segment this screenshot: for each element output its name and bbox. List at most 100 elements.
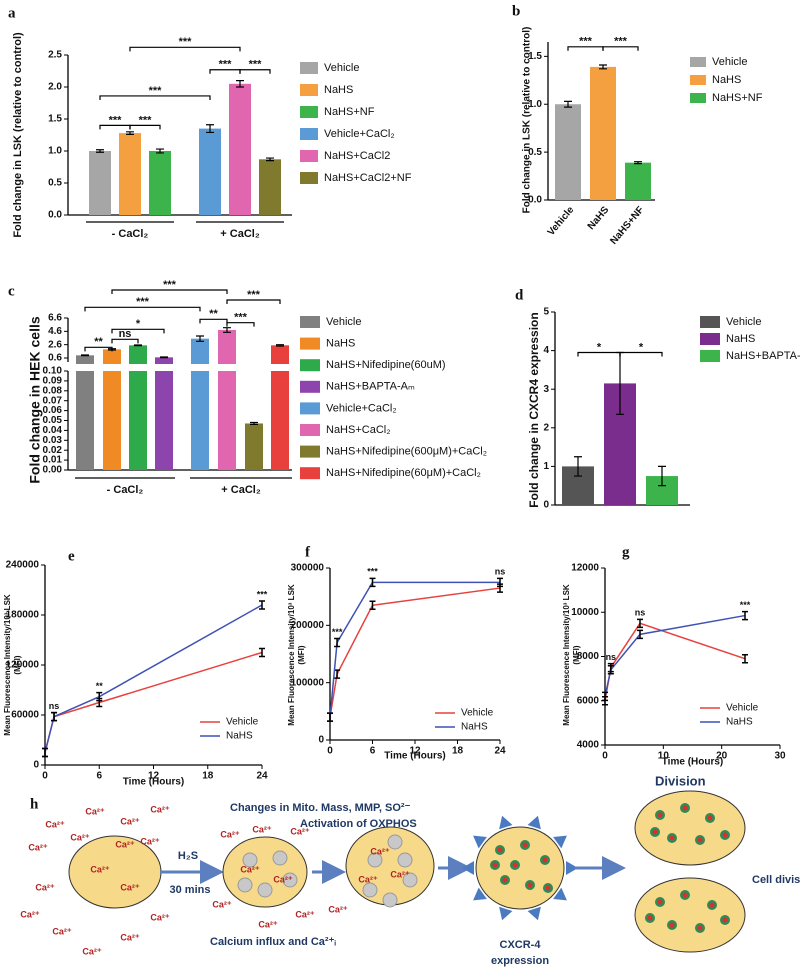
point bbox=[742, 653, 748, 664]
y-tick-label: 0 bbox=[33, 760, 39, 771]
diagram: h H₂S 30 mins Changes in Mito. Mass, MMP… bbox=[20, 790, 800, 967]
error-bar bbox=[160, 356, 168, 359]
ion: Ca²⁺ bbox=[82, 946, 102, 956]
y-tick-label: 0 bbox=[543, 500, 549, 511]
legend-swatch bbox=[300, 62, 318, 74]
mitochondrion bbox=[522, 842, 528, 848]
receptor bbox=[499, 906, 513, 921]
legend-swatch bbox=[300, 402, 320, 415]
y-tick-label: 12000 bbox=[571, 563, 599, 574]
y-axis-label: Fold change in HEK cells bbox=[27, 316, 43, 483]
significance-bracket bbox=[619, 351, 663, 357]
legend-swatch bbox=[300, 467, 320, 480]
mitochondrion bbox=[722, 832, 728, 838]
y-tick-label: 2.0 bbox=[48, 82, 62, 93]
significance-label: ** bbox=[209, 308, 218, 320]
significance-bracket bbox=[111, 328, 165, 334]
y-tick-label: 0.6 bbox=[48, 353, 62, 364]
duration: 30 mins bbox=[170, 884, 211, 896]
y-tick-label: 1.5 bbox=[528, 51, 542, 62]
error-bar bbox=[223, 327, 231, 333]
legend-label: NaHS bbox=[726, 333, 755, 345]
y-tick-label: 8000 bbox=[577, 651, 600, 662]
y-tick-label: 200000 bbox=[291, 620, 325, 631]
point bbox=[51, 711, 58, 722]
bar bbox=[271, 371, 289, 470]
x-axis-label: Time (Hours) bbox=[384, 751, 446, 762]
bar bbox=[245, 423, 263, 470]
bar bbox=[218, 371, 236, 470]
y-tick-label: 4000 bbox=[577, 740, 600, 751]
bar bbox=[149, 151, 171, 215]
legend-label: NaHS bbox=[324, 84, 353, 96]
mitochondrion bbox=[657, 899, 663, 905]
receptor bbox=[473, 887, 487, 901]
ion: Ca²⁺ bbox=[120, 882, 140, 892]
y-tick-label: 6000 bbox=[577, 695, 600, 706]
line bbox=[44, 604, 263, 753]
ion: Ca²⁺ bbox=[120, 932, 140, 942]
point bbox=[637, 618, 643, 629]
significance-label: ** bbox=[94, 336, 103, 348]
group-label: + CaCl₂ bbox=[220, 228, 260, 240]
x-axis-label: Time (Hours) bbox=[123, 777, 185, 788]
legend-swatch bbox=[300, 172, 318, 184]
mitochondrion bbox=[722, 917, 728, 923]
y-tick-label: 0.5 bbox=[48, 178, 62, 189]
mitochondrion bbox=[512, 862, 518, 868]
agent: H₂S bbox=[178, 850, 198, 862]
legend-swatch bbox=[700, 333, 720, 345]
x-tick-label: 24 bbox=[256, 771, 268, 782]
significance-label: *** bbox=[740, 600, 751, 610]
error-bar bbox=[96, 149, 104, 153]
y-tick-label: 2.6 bbox=[48, 339, 62, 350]
mitochondrion bbox=[657, 812, 663, 818]
legend-label: NaHS+BAPTA-AM bbox=[726, 350, 800, 362]
receptor bbox=[553, 835, 567, 849]
legend-label: Vehicle bbox=[712, 56, 747, 68]
panel-letter: d bbox=[515, 287, 524, 303]
y-tick-label: 0.05 bbox=[43, 415, 63, 426]
mitochondrion bbox=[709, 902, 715, 908]
y-tick-label: 4.6 bbox=[48, 326, 62, 337]
significance-label: *** bbox=[149, 85, 163, 97]
change: Changes in Mito. Mass, MMP, SO²⁻ bbox=[230, 802, 411, 814]
legend-swatch bbox=[700, 350, 720, 362]
point bbox=[497, 577, 503, 588]
point bbox=[334, 637, 341, 648]
y-tick-label: 10000 bbox=[571, 607, 599, 618]
bar bbox=[555, 104, 581, 200]
legend-label: NaHS bbox=[461, 722, 488, 733]
mitochondrion bbox=[669, 835, 675, 841]
significance-label: * bbox=[597, 341, 602, 353]
bar bbox=[76, 355, 94, 364]
x-tick-label: 12 bbox=[148, 771, 160, 782]
significance-bracket bbox=[226, 299, 281, 304]
y-tick-label: 300000 bbox=[291, 563, 325, 574]
ion: Ca²⁺ bbox=[150, 912, 170, 922]
y-tick-label: 1.5 bbox=[48, 114, 62, 125]
receptors bbox=[462, 815, 578, 921]
group-label: + CaCl₂ bbox=[221, 484, 261, 496]
y-tick-label: 0 bbox=[318, 735, 324, 746]
bar bbox=[103, 371, 121, 470]
legend-label: NaHS+CaCl2+NF bbox=[324, 172, 412, 184]
bar bbox=[229, 83, 251, 215]
x-tick-label: Vehicle bbox=[546, 204, 577, 238]
y-tick-label: 0.07 bbox=[43, 395, 63, 406]
error-bar bbox=[196, 335, 204, 342]
ion: Ca²⁺ bbox=[150, 804, 170, 814]
significance-label: *** bbox=[136, 296, 150, 308]
significance-label: *** bbox=[247, 289, 261, 301]
change: Activation of OXPHOS bbox=[300, 818, 417, 830]
y-tick-label: 1.0 bbox=[48, 146, 62, 157]
receptor bbox=[462, 861, 474, 875]
mitochondrion bbox=[492, 862, 498, 868]
significance-label: ns bbox=[606, 652, 617, 662]
point bbox=[96, 691, 103, 702]
ion: Ca²⁺ bbox=[295, 909, 315, 919]
mitochondrion bbox=[242, 852, 258, 868]
line bbox=[329, 581, 500, 718]
significance-label: *** bbox=[179, 36, 193, 48]
y-tick-label: 1 bbox=[543, 461, 549, 472]
